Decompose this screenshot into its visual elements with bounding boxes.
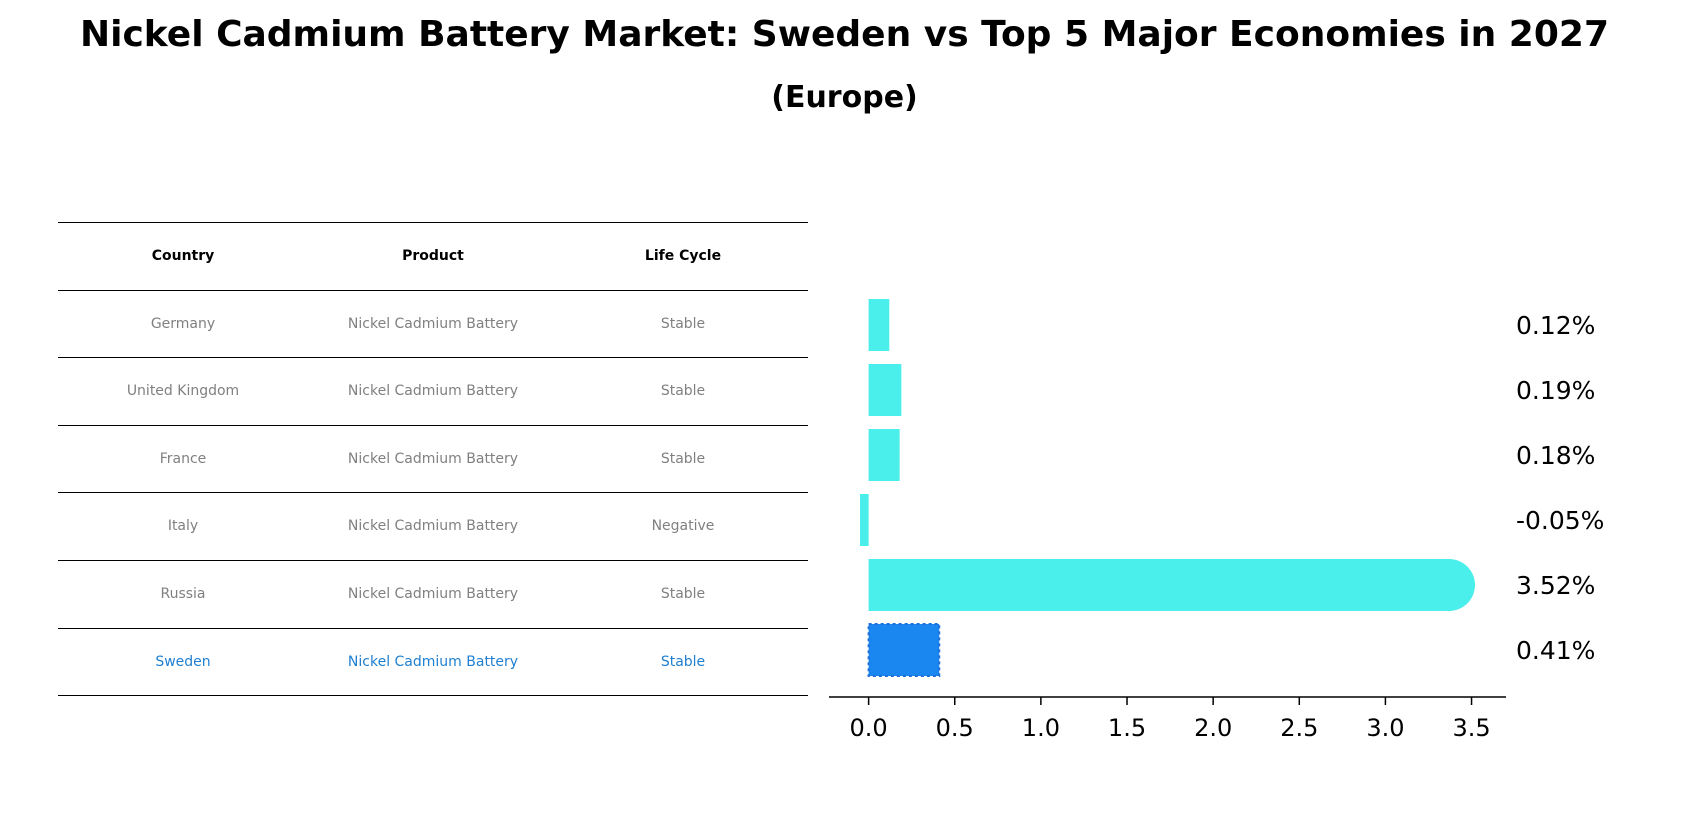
bar-united-kingdom [868,364,902,416]
comparison-table: Country Product Life Cycle Germany Nicke… [58,222,808,697]
bar-italy [860,494,869,546]
row-product: Nickel Cadmium Battery [347,383,519,400]
table-row: Russia Nickel Cadmium Battery Stable [58,561,808,629]
row-life-cycle: Stable [660,383,706,400]
chart-title: Nickel Cadmium Battery Market: Sweden vs… [80,14,1609,55]
row-life-cycle: Stable [660,653,706,670]
row-life-cycle: Stable [660,450,706,467]
x-tick-label: 0.5 [936,714,974,742]
row-product: Nickel Cadmium Battery [347,450,519,467]
bar-value-label: 3.52% [1516,571,1595,600]
table-row: Germany Nickel Cadmium Battery Stable [58,291,808,359]
bar-value-label: 0.19% [1516,376,1595,405]
header-product: Product [402,248,464,264]
bar-russia [868,559,1475,611]
row-country: United Kingdom [126,383,240,400]
row-life-cycle: Stable [660,585,706,602]
table-row-highlighted: Sweden Nickel Cadmium Battery Stable [58,629,808,697]
row-country: Italy [167,518,199,535]
bar-value-label: 0.18% [1516,441,1595,470]
row-country: Germany [150,315,216,332]
row-product: Nickel Cadmium Battery [347,585,519,602]
row-country: Russia [160,585,206,602]
row-country: Sweden [155,653,211,670]
table-row: Italy Nickel Cadmium Battery Negative [58,493,808,561]
table-header-row: Country Product Life Cycle [58,222,808,291]
bar-sweden [867,623,941,677]
row-country: France [159,450,207,467]
x-tick-label: 1.0 [1022,714,1060,742]
row-product: Nickel Cadmium Battery [347,518,519,535]
bar-germany [868,299,890,351]
x-tick-label: 1.5 [1108,714,1146,742]
bar-france [868,429,900,481]
header-life-cycle: Life Cycle [644,248,722,264]
row-life-cycle: Stable [660,315,706,332]
x-tick-label: 2.5 [1280,714,1318,742]
row-product: Nickel Cadmium Battery [347,315,519,332]
header-country: Country [151,248,215,264]
table-row: United Kingdom Nickel Cadmium Battery St… [58,358,808,426]
x-tick-label: 2.0 [1194,714,1232,742]
table-row: France Nickel Cadmium Battery Stable [58,426,808,494]
row-life-cycle: Negative [651,518,715,535]
x-tick-label: 3.0 [1366,714,1404,742]
x-tick-label: 3.5 [1452,714,1490,742]
row-product: Nickel Cadmium Battery [347,653,519,670]
x-tick-label: 0.0 [850,714,888,742]
bar-value-label: 0.41% [1516,636,1595,665]
bar-value-label: -0.05% [1516,506,1604,535]
chart-subtitle: (Europe) [771,80,918,115]
bar-value-label: 0.12% [1516,311,1595,340]
